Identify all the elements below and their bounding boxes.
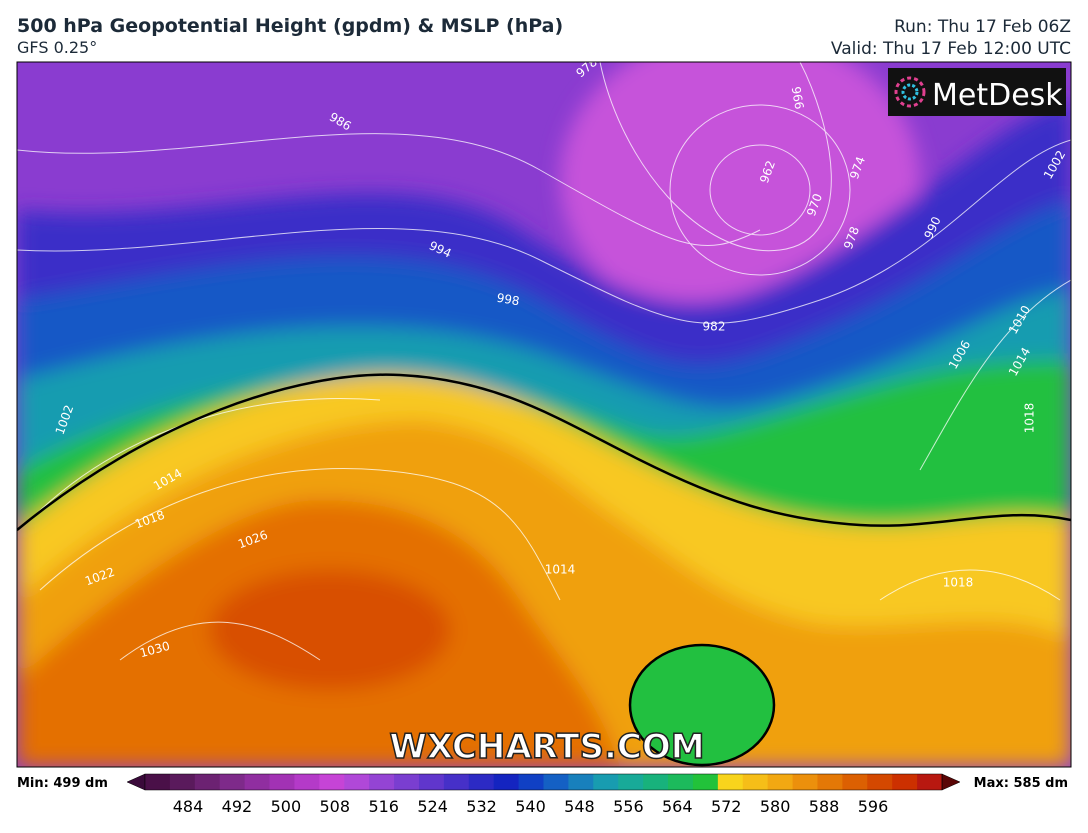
colorbar-tick-label: 564	[662, 797, 693, 816]
colorbar-segment	[792, 774, 818, 790]
colorbar-segment	[269, 774, 295, 790]
isobar	[119, 621, 321, 661]
isobar-label: 1014	[545, 563, 576, 577]
colorbar-segment	[169, 774, 196, 790]
green-cutoff	[628, 643, 776, 767]
colorbar-segment	[543, 774, 569, 790]
subtitle: GFS 0.25°	[17, 38, 97, 57]
colorbar-arrow	[126, 773, 146, 791]
isobar-label: 966	[789, 85, 807, 110]
run-time: Run: Thu 17 Feb 06Z	[894, 17, 1071, 37]
height-field	[17, 62, 1071, 767]
watermark: WXCHARTS.COM	[389, 727, 704, 767]
colorbar-segment	[917, 774, 943, 790]
logo-text: MetDesk	[932, 78, 1063, 113]
colorbar-frame	[144, 773, 943, 791]
colorbar-segment	[418, 774, 445, 790]
isobar	[39, 468, 561, 601]
colorbar-segment	[468, 774, 495, 790]
isobar-label: 1018	[943, 576, 974, 590]
isobar-label: 998	[496, 291, 521, 309]
map-border	[16, 61, 1072, 768]
colorbar-segment	[593, 774, 619, 790]
colorbar-segment	[145, 774, 171, 790]
colorbar-segment	[692, 774, 719, 790]
isobar-label: 982	[703, 320, 726, 334]
colorbar-tick-label: 500	[271, 797, 302, 816]
colorbar-tick-label: 572	[711, 797, 742, 816]
isobar	[919, 279, 1071, 471]
valid-time: Valid: Thu 17 Feb 12:00 UTC	[831, 39, 1071, 59]
colorbar-tick-label: 524	[417, 797, 448, 816]
colorbar-tick-label: 508	[320, 797, 351, 816]
isobar-label: 1018	[1023, 403, 1037, 434]
colorbar-tick-label: 588	[809, 797, 840, 816]
isobar	[17, 133, 761, 246]
colorbar: 484 492 500 508 516 524 532 540 548 556 564 572 580 5…	[126, 773, 961, 816]
colorbar-segment	[892, 774, 918, 790]
isobar	[17, 139, 1071, 324]
isobar	[669, 104, 851, 276]
colorbar-segment	[867, 774, 893, 790]
contour-552	[17, 373, 1071, 531]
colorbar-tick-label: 484	[173, 797, 204, 816]
colorbar-tick-label: 532	[466, 797, 497, 816]
colorbar-segment	[518, 774, 544, 790]
colorbar-tick-label: 548	[564, 797, 595, 816]
colorbar-segment	[394, 774, 420, 790]
colorbar-tick-label: 492	[222, 797, 253, 816]
colorbar-segment	[369, 774, 395, 790]
isobar	[879, 569, 1061, 601]
logo-icon	[894, 76, 926, 108]
colorbar-segment	[767, 774, 794, 790]
colorbar-tick-label: 580	[760, 797, 791, 816]
colorbar-segment	[842, 774, 868, 790]
colorbar-segment	[643, 774, 669, 790]
colorbar-tick-label: 516	[368, 797, 399, 816]
colorbar-segment	[244, 774, 271, 790]
colorbar-segment	[493, 774, 520, 790]
colorbar-segment	[443, 774, 470, 790]
colorbar-segment	[618, 774, 644, 790]
colorbar-segment	[344, 774, 370, 790]
colorbar-tick-label: 596	[858, 797, 889, 816]
legend-min: Min: 499 dm	[17, 776, 108, 791]
height-band	[210, 570, 450, 690]
colorbar-segment	[219, 774, 246, 790]
colorbar-segment	[294, 774, 320, 790]
colorbar-arrow	[941, 773, 961, 791]
title: 500 hPa Geopotential Height (gpdm) & MSL…	[17, 15, 563, 37]
colorbar-tick-label: 556	[613, 797, 644, 816]
colorbar-segment	[817, 774, 843, 790]
colorbar-segment	[742, 774, 769, 790]
colorbar-segment	[717, 774, 744, 790]
colorbar-segment	[194, 774, 221, 790]
colorbar-tick-label: 540	[515, 797, 546, 816]
isobars	[17, 62, 1071, 661]
isobar	[709, 144, 811, 236]
colorbar-segment	[668, 774, 694, 790]
legend-max: Max: 585 dm	[974, 776, 1068, 791]
colorbar-segment	[319, 774, 345, 790]
colorbar-segment	[568, 774, 594, 790]
